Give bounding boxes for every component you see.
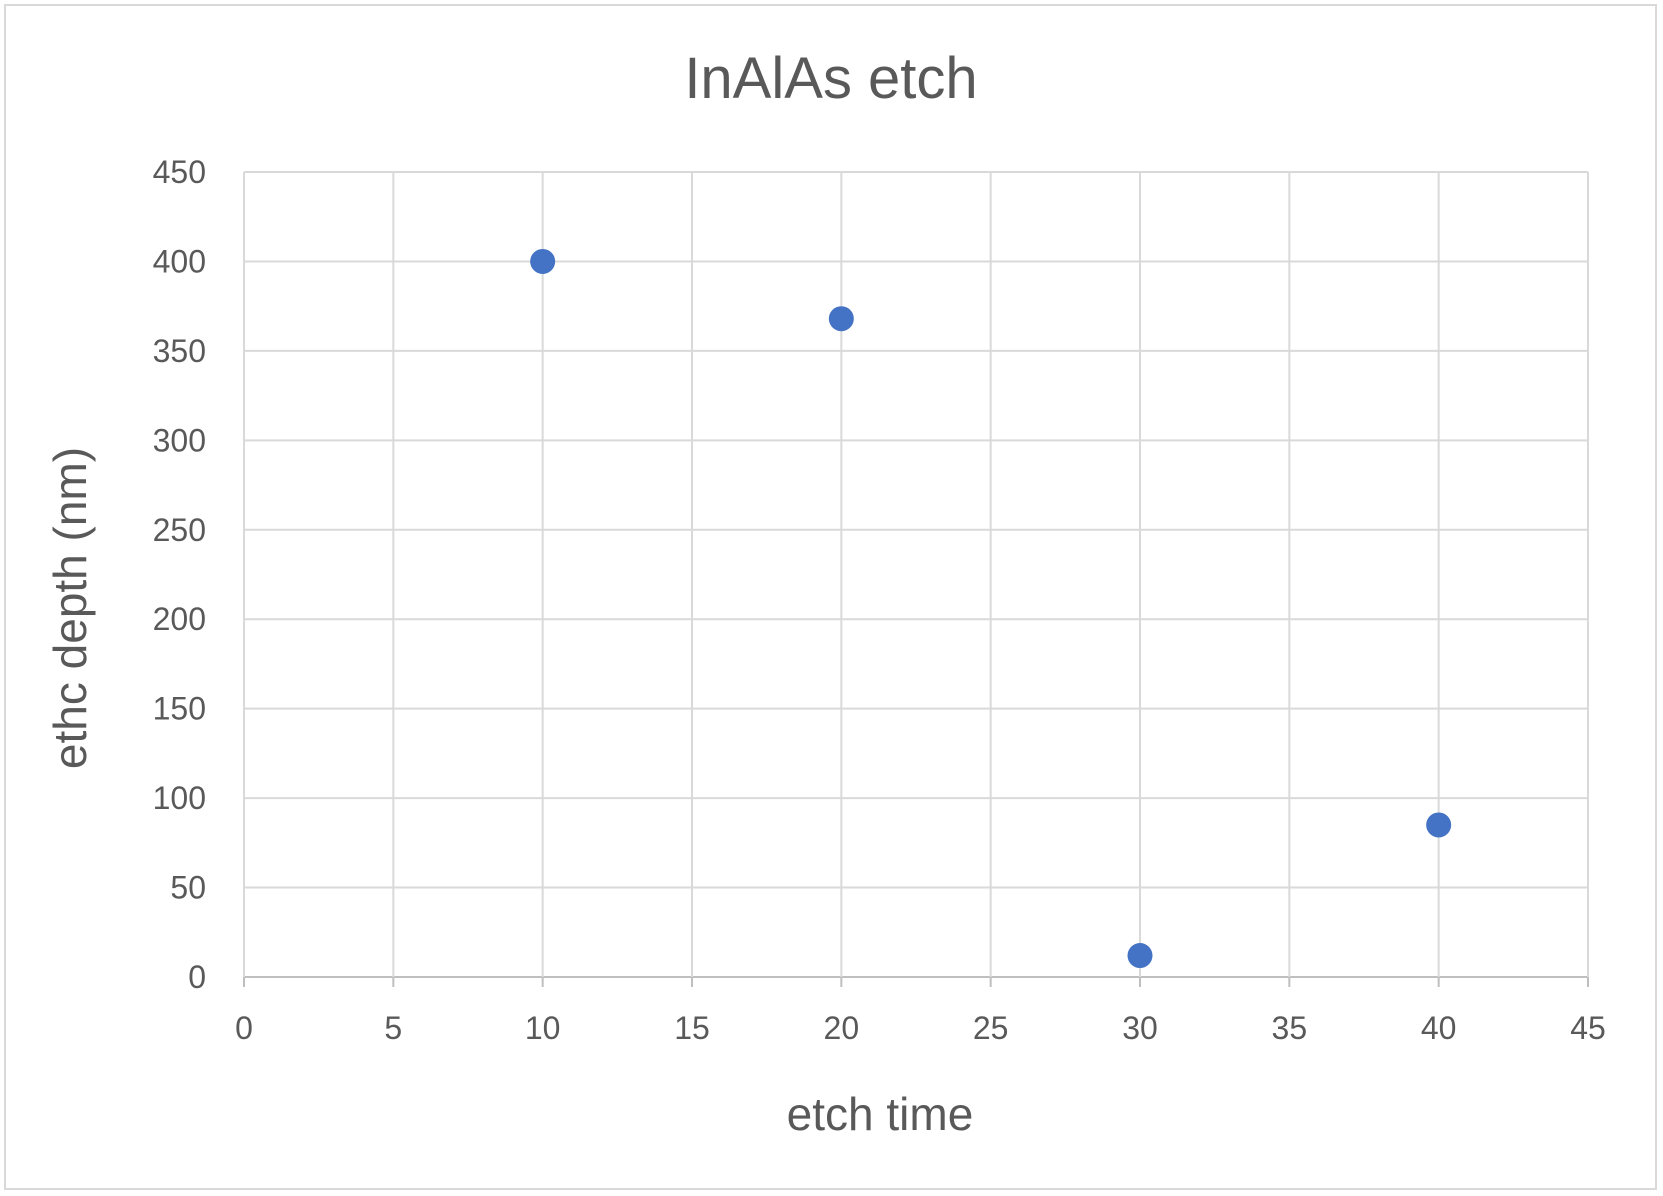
x-tick-label: 30 <box>1122 1010 1158 1046</box>
y-tick-label: 200 <box>153 601 206 637</box>
x-tick-label: 35 <box>1272 1010 1308 1046</box>
x-axis-title: etch time <box>787 1088 974 1140</box>
data-point <box>1127 943 1153 969</box>
grid-group <box>243 171 1589 987</box>
y-tick-label: 450 <box>153 154 206 190</box>
y-axis-title: ethc depth (nm) <box>44 447 96 769</box>
x-tick-label: 25 <box>973 1010 1009 1046</box>
x-tick-label: 15 <box>674 1010 710 1046</box>
chart-frame <box>4 4 1657 1190</box>
y-tick-label: 350 <box>153 333 206 369</box>
x-tick-label: 5 <box>384 1010 402 1046</box>
y-tick-label: 100 <box>153 780 206 816</box>
x-tick-label: 10 <box>525 1010 561 1046</box>
x-tick-label: 40 <box>1421 1010 1457 1046</box>
data-point <box>828 306 854 332</box>
y-tick-label: 400 <box>153 243 206 279</box>
data-point <box>530 248 556 274</box>
y-tick-label: 50 <box>170 870 206 906</box>
y-tick-labels: 0 50 100 150 200 250 300 350 400 450 <box>153 154 206 995</box>
x-tick-label: 45 <box>1570 1010 1606 1046</box>
y-tick-label: 300 <box>153 422 206 458</box>
y-tick-label: 250 <box>153 512 206 548</box>
x-tick-label: 20 <box>824 1010 860 1046</box>
data-points <box>530 248 1452 969</box>
y-tick-label: 0 <box>188 959 206 995</box>
y-tick-label: 150 <box>153 691 206 727</box>
data-point <box>1426 812 1452 838</box>
chart-title: InAlAs etch <box>684 46 977 111</box>
x-tick-label: 0 <box>235 1010 253 1046</box>
x-tick-labels: 0 5 10 15 20 25 30 35 40 45 <box>235 1010 1606 1046</box>
